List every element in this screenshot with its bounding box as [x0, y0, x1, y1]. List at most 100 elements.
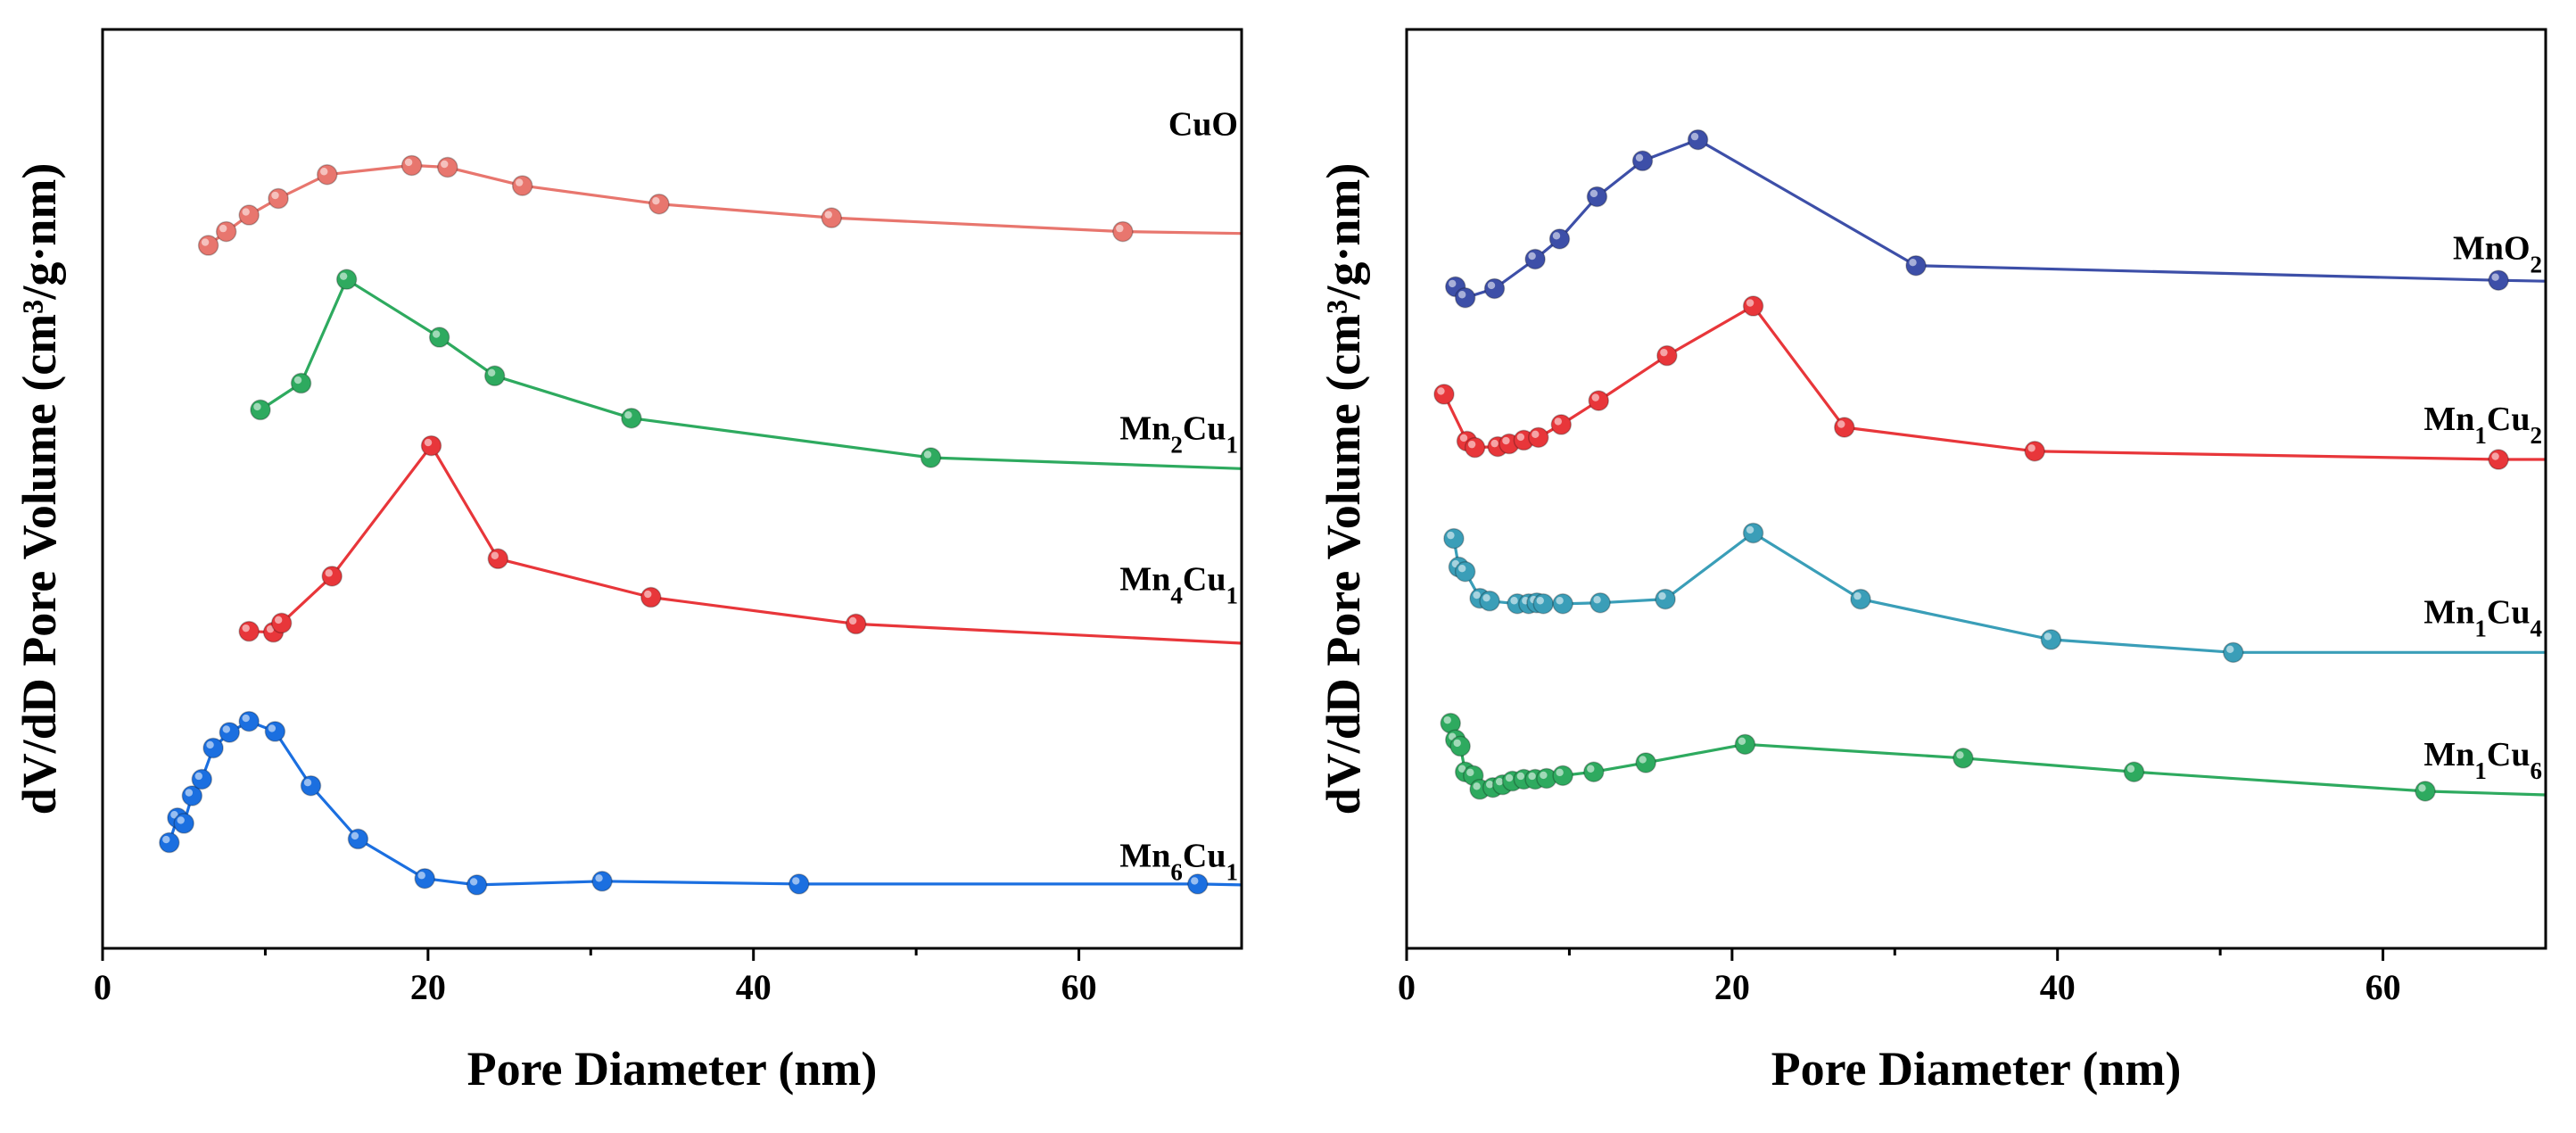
data-point [197, 235, 219, 256]
data-point [1479, 590, 1500, 612]
data-point [219, 722, 241, 743]
data-point [428, 327, 450, 348]
data-point [1186, 873, 1209, 895]
data-point [215, 220, 237, 243]
y-axis-title: dV/dD Pore Volume (cm³/g·nm) [1317, 163, 1370, 815]
data-point [1656, 344, 1678, 367]
series-label-Mn6Cu1: Mn6Cu1 [1119, 837, 1238, 885]
data-point [1635, 752, 1656, 773]
series-label-Mn1Cu6: Mn1Cu6 [2423, 736, 2542, 784]
data-point [1552, 765, 1573, 787]
series-line-Mn6Cu1 [168, 719, 1242, 887]
data-point [335, 269, 358, 290]
data-point [1548, 228, 1571, 250]
data-point [414, 867, 435, 889]
data-point [920, 447, 942, 468]
data-point [511, 175, 533, 196]
data-point [2222, 641, 2244, 664]
x-tick-label: 20 [410, 967, 446, 1007]
data-point [483, 365, 506, 387]
right-panel: MnO2 Mn1Cu2 Mn1Cu4 Mn1Cu6 0 20 40 60 Pore Diamet… [1317, 28, 2547, 1096]
series-line-Mn4Cu1 [249, 444, 1242, 645]
data-point [845, 613, 867, 635]
data-point [1905, 254, 1927, 277]
data-point [1524, 248, 1546, 270]
data-point [1742, 295, 1764, 317]
data-point [1589, 591, 1611, 614]
series-CuO: CuO [197, 105, 1242, 256]
data-point [159, 831, 180, 854]
data-point [821, 207, 843, 228]
data-point [202, 737, 224, 759]
x-tick-label: 20 [1714, 967, 1750, 1007]
data-point [466, 874, 488, 896]
series-Mn1Cu4: Mn1Cu4 [1443, 522, 2546, 664]
series-label-Mn4Cu1: Mn4Cu1 [1119, 560, 1238, 608]
data-point [436, 156, 458, 178]
data-point [1449, 735, 1471, 757]
plot-frame [101, 28, 1243, 950]
data-point [648, 193, 670, 215]
series-Mn2Cu1: Mn2Cu1 [250, 269, 1242, 470]
data-point [1586, 186, 1608, 208]
data-point [1499, 433, 1520, 455]
data-point [2123, 761, 2145, 782]
data-point [1850, 588, 1871, 610]
data-point [2488, 449, 2509, 470]
data-point [191, 768, 213, 790]
data-point [2024, 441, 2045, 462]
series-line-MnO2 [1454, 138, 2546, 300]
x-tick-label: 40 [2040, 967, 2076, 1007]
data-point [1528, 426, 1549, 449]
x-tick-label: 60 [1061, 967, 1097, 1007]
data-point [487, 548, 509, 570]
data-point [640, 586, 662, 608]
data-point [250, 399, 271, 421]
series-label-Mn2Cu1: Mn2Cu1 [1119, 409, 1238, 458]
x-axis-title: Pore Diameter (nm) [1771, 1042, 2182, 1096]
y-axis-title: dV/dD Pore Volume (cm³/g·nm) [12, 163, 66, 815]
data-point [1583, 761, 1605, 782]
data-point [173, 813, 194, 834]
plot-frame [1405, 28, 2547, 950]
data-point [1552, 593, 1573, 615]
data-point [1687, 128, 1709, 151]
series-label-Mn1Cu4: Mn1Cu4 [2423, 593, 2542, 641]
data-point [1742, 522, 1764, 544]
series-Mn1Cu2: Mn1Cu2 [1433, 295, 2546, 470]
data-point [400, 154, 423, 177]
data-point [264, 721, 286, 742]
data-point [1433, 384, 1455, 405]
data-point [300, 774, 322, 797]
data-point [1550, 414, 1573, 435]
data-point [1655, 588, 1676, 610]
series-label-Mn1Cu2: Mn1Cu2 [2423, 401, 2542, 449]
data-point [268, 187, 289, 210]
series-label-CuO: CuO [1168, 105, 1238, 143]
series-Mn6Cu1: Mn6Cu1 [159, 710, 1242, 896]
series-line-CuO [207, 163, 1242, 247]
data-point [238, 620, 260, 642]
data-point [2040, 629, 2062, 650]
series-Mn4Cu1: Mn4Cu1 [238, 434, 1242, 645]
data-point [621, 407, 642, 429]
series-Mn1Cu6: Mn1Cu6 [1440, 712, 2546, 802]
data-point [347, 828, 369, 850]
x-tick-label: 0 [94, 967, 111, 1007]
data-point [238, 710, 260, 732]
data-point [591, 871, 613, 892]
data-point [1734, 733, 1756, 756]
series-line-Mn2Cu1 [260, 277, 1242, 470]
data-point [1953, 748, 1974, 769]
data-point [238, 204, 260, 226]
x-tick-label: 60 [2365, 967, 2401, 1007]
data-point [1631, 150, 1654, 172]
data-point [1112, 220, 1134, 243]
x-axis-title: Pore Diameter (nm) [467, 1042, 878, 1096]
data-point [788, 873, 810, 895]
x-tick-label: 0 [1398, 967, 1416, 1007]
data-point [2415, 781, 2436, 802]
data-point [270, 612, 293, 634]
series-MnO2: MnO2 [1444, 128, 2546, 309]
x-tick-label: 40 [736, 967, 772, 1007]
